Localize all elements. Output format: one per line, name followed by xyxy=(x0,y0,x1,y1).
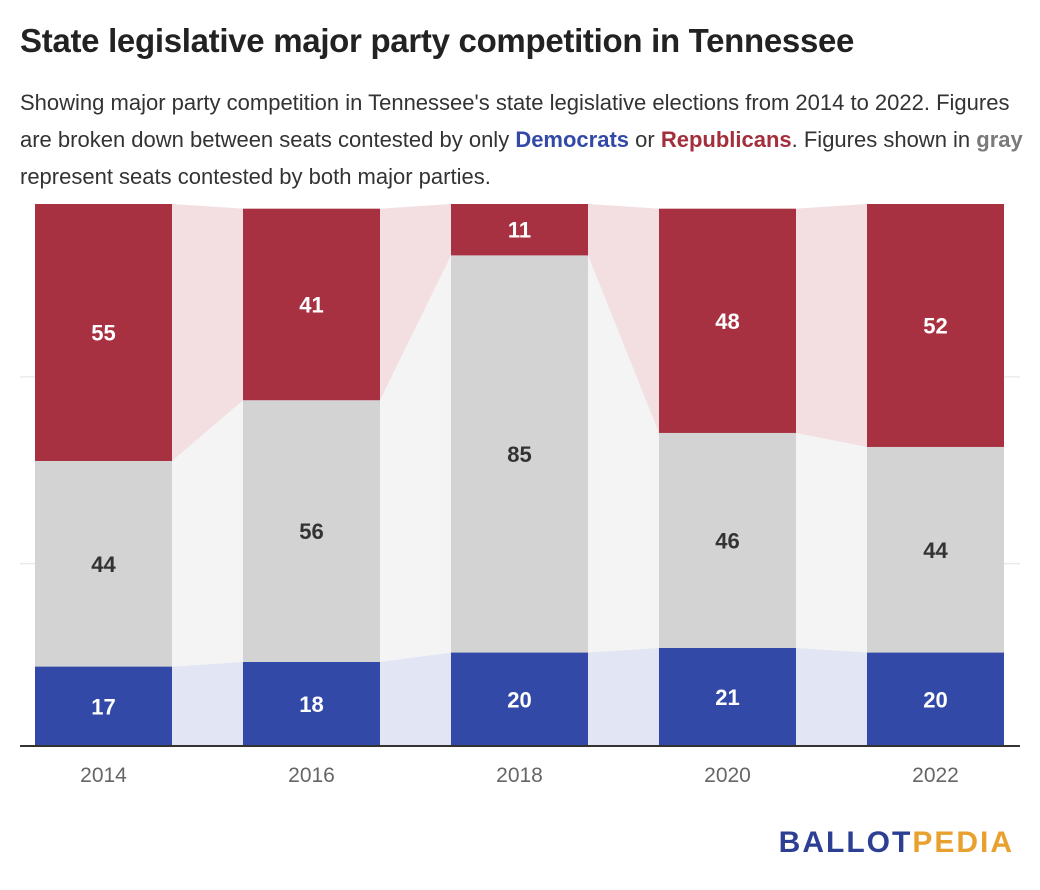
connector-ribbon xyxy=(380,652,451,746)
connector-ribbon xyxy=(172,400,243,667)
subtitle-text-or: or xyxy=(629,127,661,152)
data-label: 18 xyxy=(299,692,323,717)
connector-ribbon xyxy=(380,255,451,662)
data-label: 85 xyxy=(507,442,531,467)
x-tick-label: 2020 xyxy=(704,764,751,787)
data-label: 17 xyxy=(91,694,115,719)
bar-segment xyxy=(35,204,172,461)
data-label: 41 xyxy=(299,292,323,317)
connector-ribbon xyxy=(796,647,867,746)
x-tick-label: 2018 xyxy=(496,764,543,787)
logo-part-1: BALLOT xyxy=(778,826,913,859)
data-label: 44 xyxy=(91,552,116,577)
bar-segment xyxy=(867,204,1004,447)
bar-segment xyxy=(867,652,1004,746)
connector-ribbon xyxy=(380,204,451,401)
subtitle-republicans: Republicans xyxy=(660,127,792,152)
bar-segment xyxy=(243,400,380,662)
connector-ribbon xyxy=(588,204,659,433)
data-label: 11 xyxy=(508,218,531,243)
subtitle-text-2: . Figures shown in xyxy=(791,127,977,152)
bar-segment xyxy=(451,204,588,256)
x-tick-label: 2016 xyxy=(288,764,335,787)
bar-segment xyxy=(659,208,796,433)
data-label: 52 xyxy=(923,313,947,338)
x-tick-label: 2014 xyxy=(80,764,127,787)
subtitle-text-1: Showing major party competition in Tenne… xyxy=(20,90,1010,152)
chart-title: State legislative major party competitio… xyxy=(20,22,855,59)
bar-segment xyxy=(243,661,380,746)
stacked-bar-chart: 1744552014185641201620851120182146482020… xyxy=(20,204,1020,787)
subtitle-gray: gray xyxy=(976,127,1023,152)
data-label: 46 xyxy=(715,528,739,553)
data-label: 21 xyxy=(715,685,739,710)
data-label: 44 xyxy=(923,538,948,563)
subtitle-text-3: represent seats contested by both major … xyxy=(20,164,491,189)
connector-ribbon xyxy=(796,432,867,653)
data-label: 55 xyxy=(91,320,115,345)
bar-segment xyxy=(451,652,588,746)
x-tick-label: 2022 xyxy=(912,764,959,787)
chart-subtitle: Showing major party competition in Tenne… xyxy=(20,84,1030,195)
bar-segment xyxy=(659,432,796,648)
connector-ribbon xyxy=(588,255,659,653)
connector-ribbon xyxy=(172,661,243,746)
data-label: 20 xyxy=(507,687,531,712)
bar-segment xyxy=(659,647,796,746)
bar-segment xyxy=(243,208,380,401)
ballotpedia-logo: BALLOTPEDIA xyxy=(779,826,1014,860)
data-label: 56 xyxy=(299,519,323,544)
bar-segment xyxy=(867,446,1004,653)
logo-part-2: PEDIA xyxy=(912,826,1014,859)
bar-segment xyxy=(35,460,172,667)
data-label: 20 xyxy=(923,687,947,712)
connector-ribbon xyxy=(588,647,659,746)
bar-segment xyxy=(35,666,172,746)
subtitle-democrats: Democrats xyxy=(515,127,630,152)
connector-ribbon xyxy=(796,204,867,447)
connector-ribbon xyxy=(172,204,243,461)
bar-segment xyxy=(451,255,588,653)
data-label: 48 xyxy=(715,309,739,334)
